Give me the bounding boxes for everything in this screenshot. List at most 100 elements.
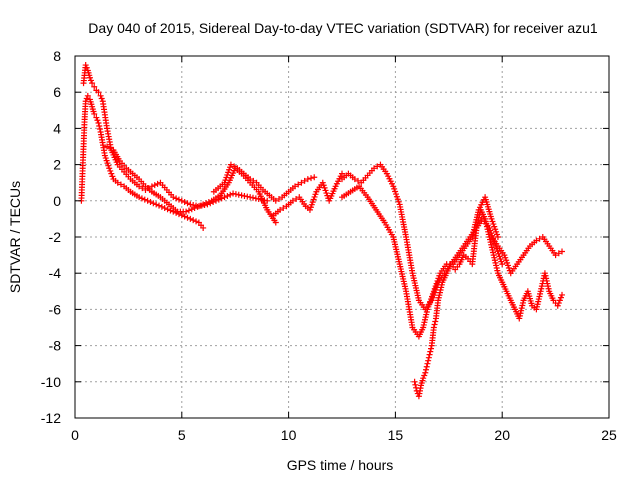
data-point — [97, 92, 104, 99]
data-point — [91, 110, 98, 117]
data-point — [161, 205, 168, 212]
data-point — [308, 175, 315, 182]
data-point — [84, 92, 91, 99]
x-tick-label: 5 — [178, 427, 186, 443]
data-point — [411, 378, 418, 385]
data-point — [188, 206, 195, 213]
data-point — [351, 176, 358, 183]
data-point — [200, 201, 207, 208]
data-point — [421, 372, 428, 379]
y-axis-label: SDTVAR / TECUs — [7, 181, 23, 293]
data-point — [298, 179, 305, 186]
chart-title: Day 040 of 2015, Sidereal Day-to-day VTE… — [88, 20, 598, 36]
y-tick-label: -2 — [49, 229, 62, 245]
y-tick-label: -10 — [41, 374, 61, 390]
data-point — [89, 80, 96, 87]
data-point — [205, 199, 212, 206]
data-point — [107, 167, 114, 174]
data-point — [154, 180, 161, 187]
data-point — [95, 119, 102, 126]
data-point — [104, 143, 111, 150]
data-point — [247, 194, 254, 201]
data-point — [139, 185, 146, 192]
data-point — [187, 201, 194, 208]
y-tick-label: -4 — [49, 265, 62, 281]
data-point — [252, 195, 259, 202]
data-point — [224, 192, 231, 199]
data-point — [247, 176, 254, 183]
data-point — [153, 201, 160, 208]
data-point — [150, 200, 157, 207]
data-point — [230, 190, 237, 197]
data-point — [170, 194, 177, 201]
data-point — [292, 183, 299, 190]
data-point — [238, 192, 245, 199]
data-point — [136, 194, 143, 201]
x-tick-labels: 0 5 10 15 20 25 — [71, 427, 617, 443]
data-point — [148, 183, 155, 190]
data-point — [106, 165, 113, 172]
data-point — [156, 202, 163, 209]
data-point — [301, 177, 308, 184]
data-point — [184, 200, 191, 207]
data-point — [426, 351, 433, 358]
data-point — [181, 199, 188, 206]
data-point — [158, 203, 165, 210]
data-point — [197, 202, 204, 209]
data-points — [78, 62, 566, 400]
data-point — [559, 248, 566, 255]
data-point — [151, 182, 158, 189]
data-point — [181, 213, 188, 220]
data-point — [86, 74, 93, 81]
data-point — [136, 183, 143, 190]
data-point — [98, 95, 105, 102]
data-point — [178, 197, 185, 204]
data-point — [250, 177, 257, 184]
data-point — [138, 195, 145, 202]
data-point — [371, 165, 378, 172]
data-point — [420, 375, 427, 382]
data-point — [275, 195, 282, 202]
y-tick-label: -12 — [41, 410, 61, 426]
data-point — [423, 366, 430, 373]
data-point — [191, 205, 198, 212]
x-tick-label: 25 — [601, 427, 617, 443]
data-point — [164, 206, 171, 213]
data-point — [83, 95, 90, 102]
x-tick-label: 20 — [494, 427, 510, 443]
y-tick-labels: -12 -10 -8 -6 -4 -2 0 2 4 6 8 — [41, 48, 61, 426]
data-point — [428, 345, 434, 352]
data-point — [556, 297, 563, 304]
data-point — [431, 321, 438, 328]
data-point — [218, 195, 225, 202]
data-point — [272, 219, 279, 226]
axis-ticks — [74, 55, 610, 419]
data-point — [178, 212, 185, 219]
data-point — [241, 192, 248, 199]
data-point — [194, 203, 201, 210]
data-point — [422, 369, 429, 376]
data-point — [425, 357, 432, 364]
data-point — [185, 207, 192, 214]
data-point — [173, 209, 180, 216]
data-point — [193, 218, 200, 225]
data-point — [250, 194, 256, 201]
data-point — [93, 114, 100, 121]
data-point — [107, 145, 114, 152]
data-point — [147, 199, 154, 206]
data-point — [227, 161, 234, 168]
data-point — [427, 348, 434, 355]
data-point — [289, 197, 296, 204]
data-point — [184, 214, 191, 221]
data-point — [494, 234, 501, 240]
data-point — [430, 324, 437, 331]
data-point — [190, 217, 197, 224]
data-point — [183, 208, 190, 215]
data-point — [555, 300, 562, 307]
data-point — [533, 237, 540, 244]
y-tick-label: -6 — [49, 301, 62, 317]
y-tick-label: 4 — [53, 120, 61, 136]
data-point — [280, 205, 287, 212]
data-point — [95, 89, 102, 96]
